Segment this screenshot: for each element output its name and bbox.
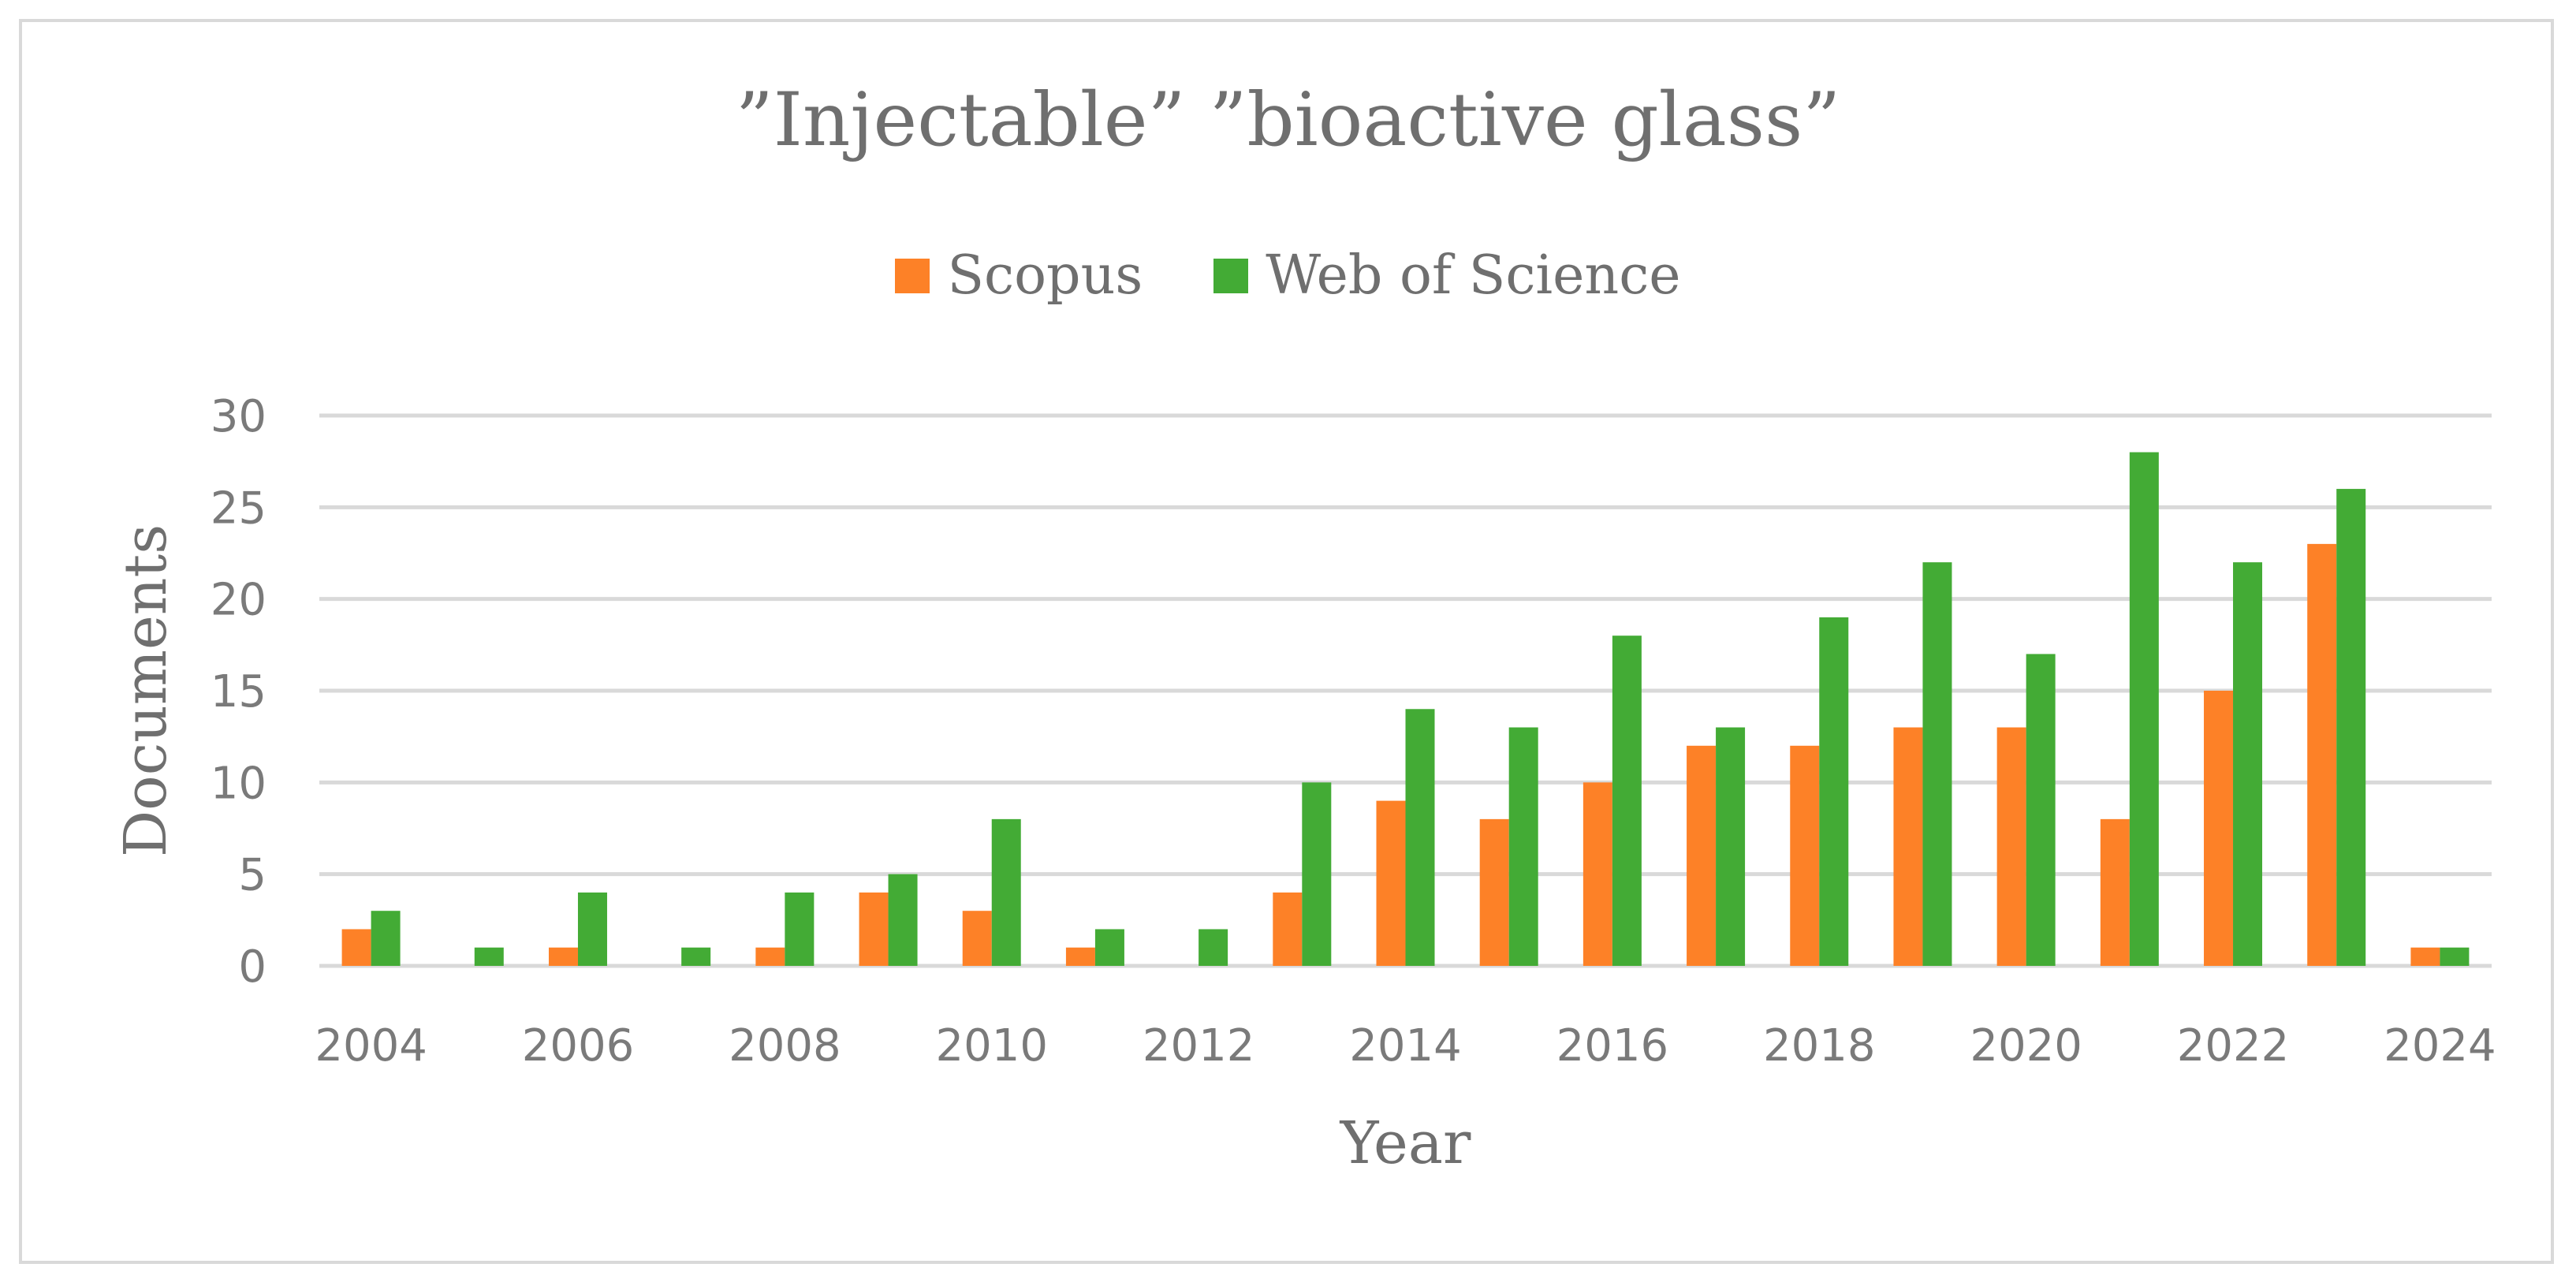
bar-web-of-science-2016: [1612, 636, 1642, 966]
bar-web-of-science-2015: [1508, 727, 1538, 966]
legend-label-scopus: Scopus: [947, 244, 1143, 307]
y-axis-title: Documents: [112, 524, 180, 857]
bar-scopus-2006: [548, 947, 578, 966]
x-tick-label: 2006: [522, 1020, 635, 1072]
bar-web-of-science-2014: [1405, 709, 1435, 966]
legend-entry-scopus: Scopus: [895, 244, 1143, 307]
x-tick-label: 2022: [2177, 1020, 2290, 1072]
x-tick-label: 2016: [1556, 1020, 1669, 1072]
bar-scopus-2008: [755, 947, 785, 966]
x-tick-label: 2018: [1763, 1020, 1876, 1072]
bar-web-of-science-2021: [2129, 452, 2159, 966]
bar-web-of-science-2024: [2440, 947, 2470, 966]
x-tick-label: 2004: [315, 1020, 427, 1072]
bar-web-of-science-2017: [1716, 727, 1746, 966]
x-tick-label: 2010: [935, 1020, 1048, 1072]
x-tick-label: 2012: [1143, 1020, 1255, 1072]
bar-web-of-science-2022: [2233, 562, 2263, 966]
x-tick-label: 2024: [2384, 1020, 2496, 1072]
bar-scopus-2016: [1583, 782, 1612, 966]
x-tick-label: 2008: [729, 1020, 841, 1072]
bar-web-of-science-2005: [474, 947, 504, 966]
bar-scopus-2004: [341, 929, 371, 966]
bar-web-of-science-2013: [1302, 782, 1332, 966]
y-tick-label: 10: [211, 758, 267, 809]
bar-scopus-2011: [1065, 947, 1095, 966]
bar-scopus-2009: [859, 892, 889, 966]
bar-web-of-science-2019: [1922, 562, 1952, 966]
bar-web-of-science-2023: [2336, 489, 2366, 966]
bar-scopus-2014: [1376, 800, 1406, 966]
y-tick-label: 25: [211, 483, 267, 534]
bar-web-of-science-2018: [1819, 617, 1849, 966]
bar-scopus-2018: [1790, 745, 1820, 966]
bar-scopus-2010: [962, 911, 992, 966]
bar-scopus-2013: [1273, 892, 1303, 966]
y-tick-label: 20: [211, 575, 267, 626]
legend: Scopus Web of Science: [0, 244, 2576, 307]
bar-scopus-2023: [2307, 543, 2337, 966]
legend-swatch-scopus: [895, 258, 930, 293]
chart-title: ”Injectable” ”bioactive glass”: [735, 77, 1841, 163]
x-axis-title: Year: [1340, 1109, 1471, 1177]
y-tick-label: 15: [211, 666, 267, 718]
legend-entry-web-of-science: Web of Science: [1213, 244, 1681, 307]
y-tick-label: 0: [238, 941, 267, 993]
bar-web-of-science-2009: [888, 874, 918, 966]
bar-scopus-2024: [2410, 947, 2440, 966]
bar-web-of-science-2004: [371, 911, 401, 966]
bar-scopus-2021: [2100, 818, 2130, 966]
bar-scopus-2015: [1479, 818, 1509, 966]
bar-web-of-science-2011: [1094, 929, 1124, 966]
bar-scopus-2017: [1687, 745, 1717, 966]
bar-web-of-science-2006: [577, 892, 607, 966]
bar-web-of-science-2012: [1199, 929, 1228, 966]
bar-web-of-science-2010: [991, 818, 1021, 966]
y-tick-label: 30: [211, 391, 267, 442]
bar-scopus-2022: [2204, 691, 2234, 966]
y-tick-label: 5: [238, 850, 267, 901]
x-tick-label: 2014: [1349, 1020, 1462, 1072]
bar-web-of-science-2007: [681, 947, 711, 966]
bar-web-of-science-2020: [2026, 654, 2056, 966]
bar-scopus-2020: [1996, 727, 2026, 966]
bar-scopus-2019: [1893, 727, 1923, 966]
x-tick-label: 2020: [1970, 1020, 2082, 1072]
legend-label-web-of-science: Web of Science: [1266, 244, 1681, 307]
bar-web-of-science-2008: [785, 892, 815, 966]
legend-swatch-web-of-science: [1213, 258, 1249, 293]
